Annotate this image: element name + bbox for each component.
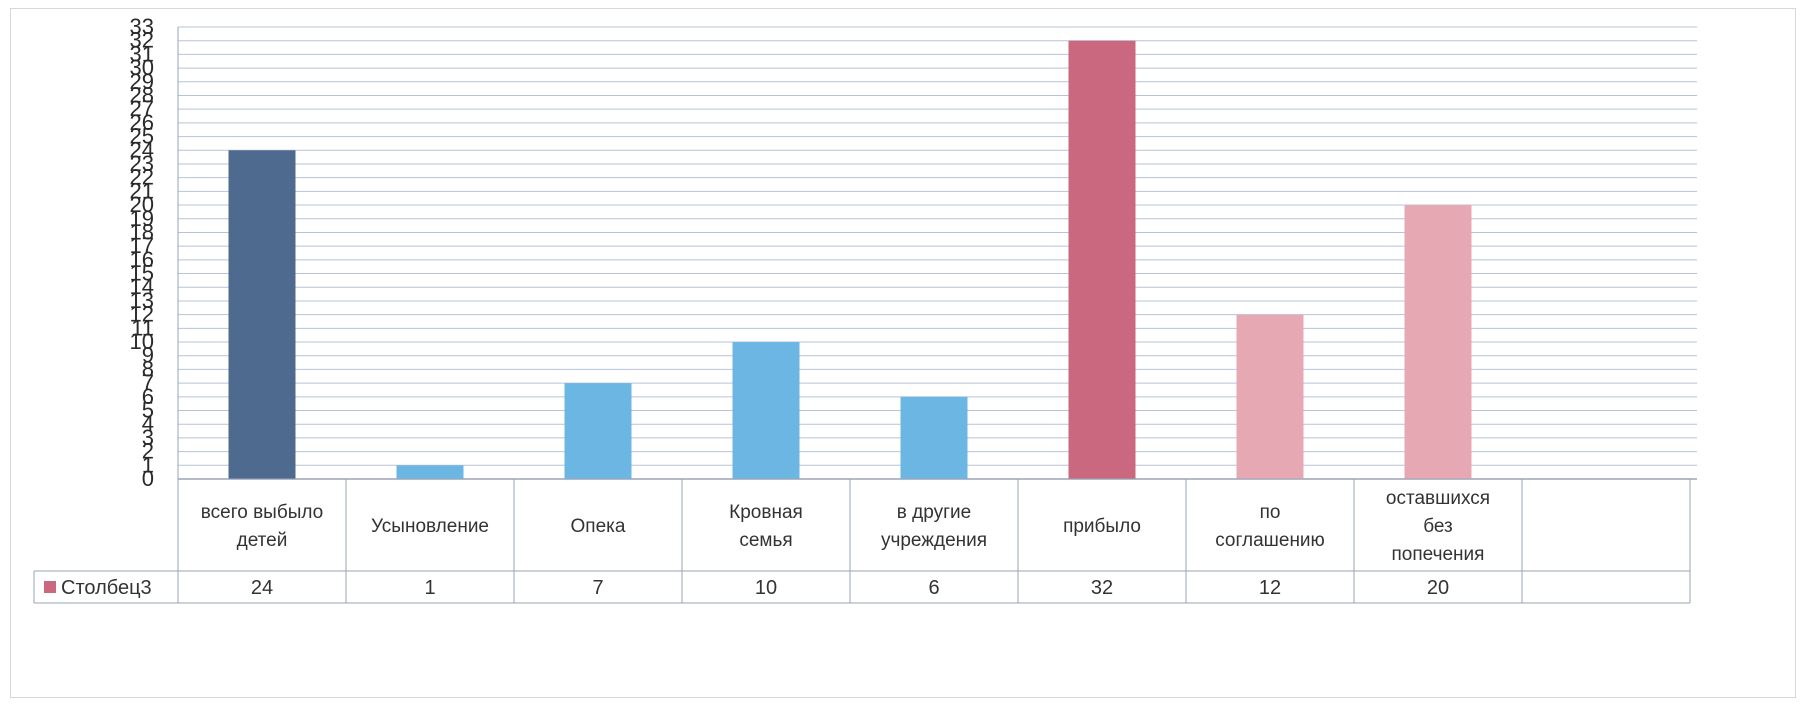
y-tick-label: 11 (131, 315, 154, 340)
y-tick-label: 12 (130, 302, 154, 327)
category-label: учреждения (881, 530, 987, 551)
y-tick-label: 1 (142, 452, 154, 477)
category-label: Опека (571, 516, 626, 537)
y-tick-label: 27 (130, 96, 154, 121)
category-label: семья (739, 530, 792, 551)
y-tick-label: 25 (130, 124, 154, 149)
y-tick-label: 3 (142, 425, 154, 450)
y-tick-label: 26 (130, 110, 154, 135)
y-tick-label: 22 (130, 165, 154, 190)
data-value-label: 24 (251, 577, 273, 599)
category-label: всего выбыло (201, 502, 323, 523)
bar (1404, 205, 1472, 479)
y-tick-label: 29 (130, 69, 154, 94)
y-tick-label: 19 (130, 206, 154, 231)
category-label: в другие (897, 502, 971, 523)
y-tick-label: 31 (130, 41, 154, 66)
y-tick-label: 20 (130, 192, 154, 217)
category-label: детей (237, 530, 288, 551)
bar (396, 465, 464, 479)
category-label: Кровная (729, 502, 803, 523)
category-label: попечения (1392, 544, 1485, 565)
data-value-label: 1 (424, 577, 435, 599)
category-label: Усыновление (371, 516, 489, 537)
bar (732, 342, 800, 479)
bar (564, 383, 632, 479)
legend-label: Столбец3 (61, 577, 152, 599)
y-tick-label: 33 (130, 14, 154, 39)
y-tick-label: 2 (142, 439, 154, 464)
data-value-label: 6 (928, 577, 939, 599)
data-value-label: 10 (755, 577, 777, 599)
y-tick-label: 30 (130, 55, 154, 80)
y-tick-label: 13 (130, 288, 154, 313)
data-value-label: 12 (1259, 577, 1281, 599)
bar (1236, 314, 1304, 479)
y-tick-label: 14 (130, 274, 154, 299)
data-value-label: 32 (1091, 577, 1113, 599)
y-tick-label: 17 (130, 233, 154, 258)
chart-frame: 0 1 2 3 4 5 6 7 8 9 10 11 12 13 14 15 16 17 18 19 20 21 22 23 24… (10, 8, 1796, 698)
y-tick-label: 5 (142, 398, 154, 423)
bar (1068, 40, 1136, 480)
y-tick-label: 10 (130, 329, 154, 354)
y-tick-label: 0 (142, 466, 154, 491)
category-label: без (1423, 516, 1453, 537)
y-tick-label: 24 (130, 137, 154, 162)
category-label: прибыло (1063, 516, 1141, 537)
legend-swatch (44, 581, 56, 593)
y-tick-label: 8 (142, 356, 154, 381)
y-tick-label: 9 (142, 343, 154, 368)
category-label: по (1260, 502, 1281, 523)
bar (228, 150, 296, 480)
bar-chart: 0123456789101112131415161718192021222324… (33, 14, 1697, 604)
y-tick-label: 28 (130, 82, 154, 107)
y-tick-label: 23 (130, 151, 154, 176)
category-label: соглашению (1215, 530, 1325, 551)
y-tick-label: 32 (130, 28, 154, 53)
bar (900, 396, 968, 479)
data-value-label: 7 (592, 577, 603, 599)
y-tick-label: 21 (130, 178, 154, 203)
y-tick-label: 4 (142, 411, 154, 436)
category-label: оставшихся (1386, 488, 1490, 509)
y-tick-label: 16 (130, 247, 154, 272)
y-tick-label: 15 (130, 261, 154, 286)
y-tick-label: 6 (142, 384, 154, 409)
data-value-label: 20 (1427, 577, 1449, 599)
y-tick-label: 7 (142, 370, 154, 395)
y-tick-label: 18 (130, 219, 154, 244)
